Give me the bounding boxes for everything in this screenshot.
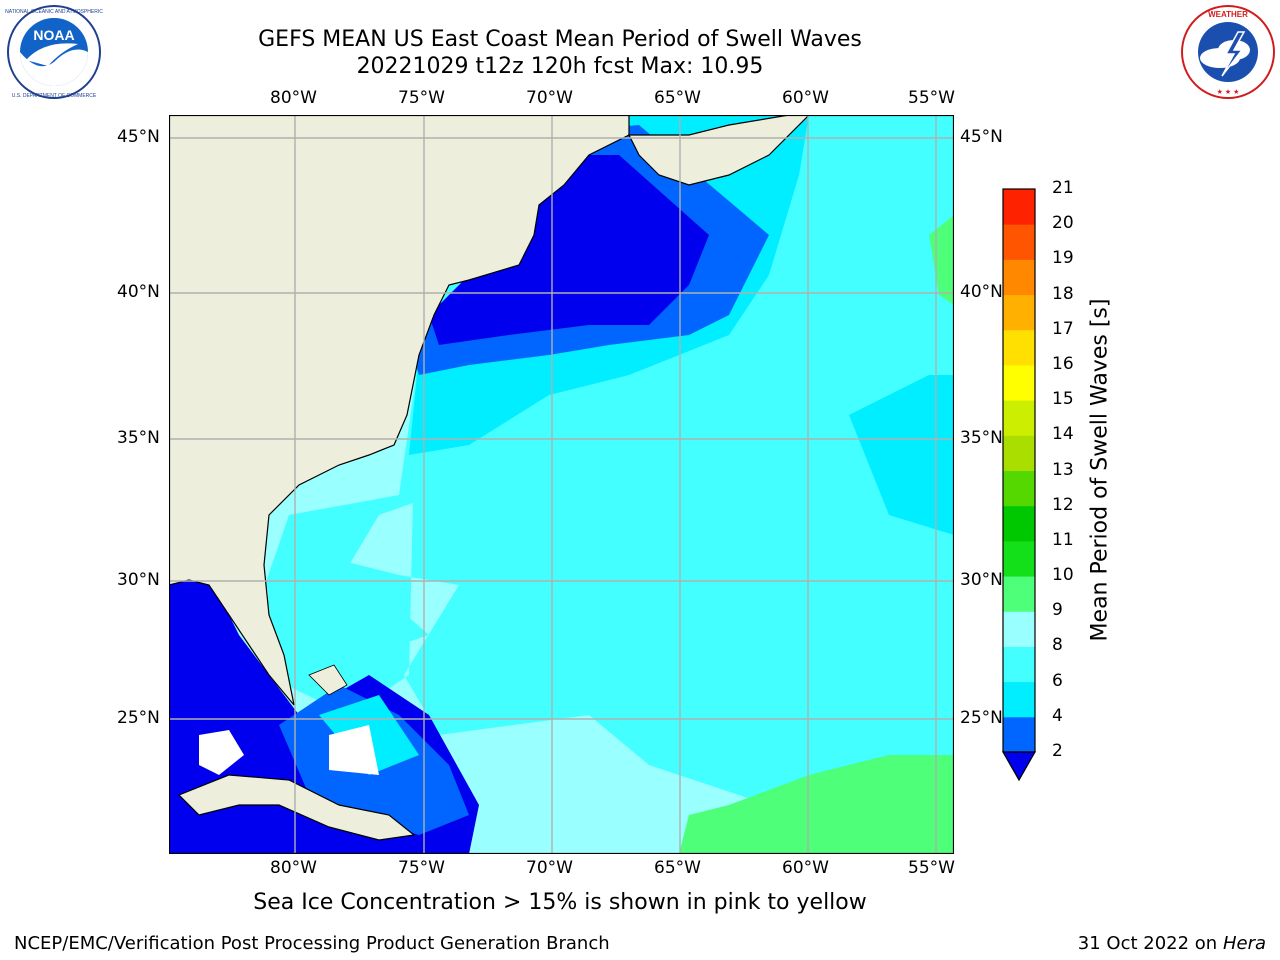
colorbar-tick-label: 6 xyxy=(1052,670,1063,691)
lon-tick-bottom: 75°W xyxy=(398,858,445,878)
svg-text:NATIONAL OCEANIC AND ATMOSPHER: NATIONAL OCEANIC AND ATMOSPHERIC xyxy=(5,9,103,15)
lat-tick-right: 40°N xyxy=(960,282,1003,302)
colorbar-swatch xyxy=(1003,576,1035,612)
lon-tick-bottom: 60°W xyxy=(782,858,829,878)
colorbar-tick-label: 21 xyxy=(1052,178,1074,198)
colorbar-swatch xyxy=(1003,224,1035,260)
footer-host: Hera xyxy=(1222,933,1266,954)
lon-tick-bottom: 55°W xyxy=(908,858,955,878)
swell-period-map xyxy=(169,115,954,854)
lat-tick-right: 25°N xyxy=(960,708,1003,728)
sea-ice-note: Sea Ice Concentration > 15% is shown in … xyxy=(253,890,867,915)
colorbar-tick-label: 8 xyxy=(1052,635,1063,656)
colorbar-tick-label: 11 xyxy=(1052,529,1074,550)
lat-tick-left: 40°N xyxy=(117,282,160,302)
colorbar-tick-label: 15 xyxy=(1052,389,1074,410)
noaa-logo: NOAA NATIONAL OCEANIC AND ATMOSPHERIC U.… xyxy=(5,5,103,99)
colorbar-tick-label: 12 xyxy=(1052,494,1074,515)
colorbar-swatch xyxy=(1003,259,1035,296)
colorbar-swatch xyxy=(1003,189,1035,225)
colorbar-extend-triangle xyxy=(1001,751,1037,782)
ocean-field-9to10s xyxy=(679,755,954,854)
lon-tick-top: 60°W xyxy=(782,88,829,108)
colorbar-tick-label: 18 xyxy=(1052,283,1074,304)
colorbar-swatch xyxy=(1003,681,1035,718)
colorbar-swatch xyxy=(1003,505,1035,542)
lon-tick-top: 65°W xyxy=(654,88,701,108)
lon-tick-top: 70°W xyxy=(526,88,573,108)
lat-tick-right: 30°N xyxy=(960,570,1003,590)
colorbar-title: Mean Period of Swell Waves [s] xyxy=(1087,298,1113,642)
chart-subtitle-run: 20221029 t12z 120h fcst Max: 10.95 xyxy=(356,54,764,79)
nova-scotia-land xyxy=(628,115,810,186)
lat-tick-left: 30°N xyxy=(117,570,160,590)
lat-tick-left: 25°N xyxy=(117,708,160,728)
svg-text:★ ★ ★: ★ ★ ★ xyxy=(1217,88,1240,96)
lon-tick-top: 75°W xyxy=(398,88,445,108)
lat-tick-left: 35°N xyxy=(117,428,160,448)
map-gridlines xyxy=(169,115,954,854)
colorbar xyxy=(1001,188,1037,782)
svg-text:NOAA: NOAA xyxy=(33,27,74,43)
colorbar-swatch xyxy=(1003,435,1035,471)
svg-text:U.S. DEPARTMENT OF COMMERCE: U.S. DEPARTMENT OF COMMERCE xyxy=(12,93,97,99)
ocean-field-below-2s xyxy=(429,155,709,345)
colorbar-tick-label: 4 xyxy=(1052,705,1063,726)
lon-tick-top: 80°W xyxy=(270,88,317,108)
colorbar-swatch xyxy=(1003,294,1035,331)
footer-date: 31 Oct 2022 on Hera xyxy=(1078,933,1266,954)
colorbar-tick-label: 20 xyxy=(1052,213,1074,234)
footer-credit: NCEP/EMC/Verification Post Processing Pr… xyxy=(14,933,610,954)
lon-tick-bottom: 65°W xyxy=(654,858,701,878)
colorbar-tick-label: 13 xyxy=(1052,459,1074,480)
us-east-coast-land xyxy=(169,115,630,706)
colorbar-tick-label: 9 xyxy=(1052,600,1063,621)
cuba-land xyxy=(177,774,416,841)
lon-tick-bottom: 70°W xyxy=(526,858,573,878)
svg-text:WEATHER: WEATHER xyxy=(1208,10,1248,19)
map-frame xyxy=(169,115,954,854)
colorbar-swatch xyxy=(1003,646,1035,683)
lon-tick-bottom: 80°W xyxy=(270,858,317,878)
lat-tick-left: 45°N xyxy=(117,127,160,147)
colorbar-frame xyxy=(1002,188,1036,753)
colorbar-tick-label: 10 xyxy=(1052,565,1074,586)
colorbar-tick-label: 19 xyxy=(1052,248,1074,269)
colorbar-swatch xyxy=(1003,611,1035,647)
footer-date-text: 31 Oct 2022 on xyxy=(1077,933,1218,954)
colorbar-swatch xyxy=(1003,400,1035,436)
colorbar-tick-label: 14 xyxy=(1052,424,1074,445)
colorbar-swatch xyxy=(1003,716,1035,753)
chart-title: GEFS MEAN US East Coast Mean Period of S… xyxy=(258,27,862,52)
colorbar-swatch xyxy=(1003,329,1035,366)
colorbar-tick-label: 2 xyxy=(1052,741,1063,761)
lon-tick-top: 55°W xyxy=(908,88,955,108)
colorbar-swatch xyxy=(1003,364,1035,401)
colorbar-tick-label: 16 xyxy=(1052,353,1074,374)
colorbar-swatch xyxy=(1003,470,1035,507)
colorbar-tick-label: 17 xyxy=(1052,318,1074,339)
lat-tick-right: 45°N xyxy=(960,127,1003,147)
nws-logo: WEATHER ★ ★ ★ xyxy=(1181,5,1275,99)
colorbar-swatch xyxy=(1003,540,1035,577)
lat-tick-right: 35°N xyxy=(960,428,1003,448)
